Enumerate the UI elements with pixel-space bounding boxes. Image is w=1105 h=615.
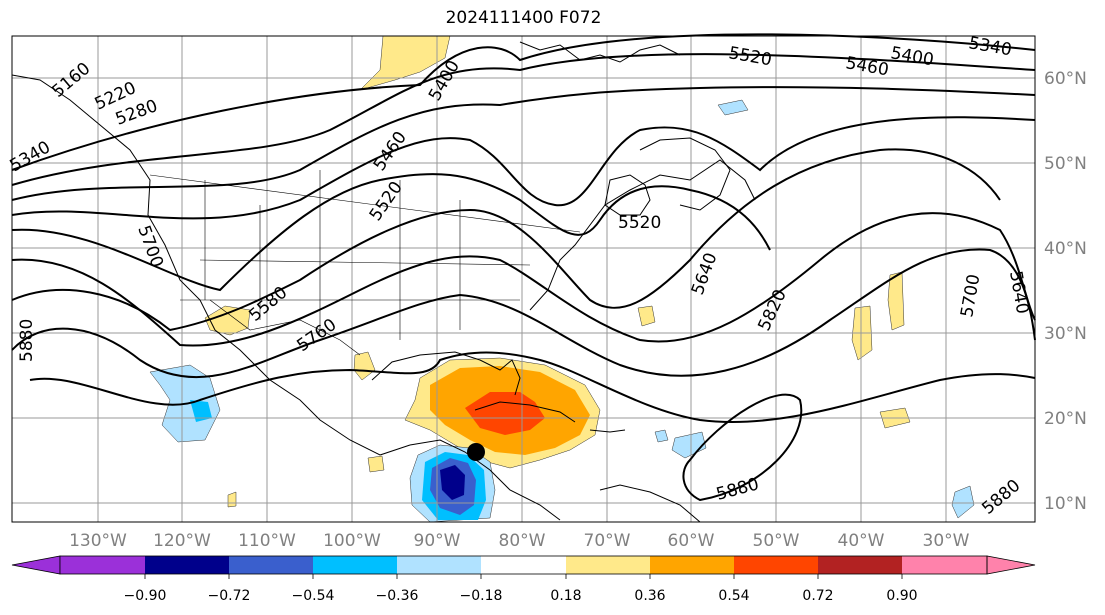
colorbar-tick-label: 0.18 [550, 588, 581, 604]
height-contours [11, 33, 1036, 502]
colorbar-tick-label: −0.90 [124, 588, 167, 604]
colorbar-cell [734, 556, 818, 574]
lon-label: 80°W [499, 531, 546, 551]
lon-label: 30°W [923, 531, 970, 551]
lon-label: 120°W [153, 531, 211, 551]
lon-label: 50°W [753, 531, 800, 551]
lon-label: 130°W [69, 531, 127, 551]
map-frame [11, 35, 1036, 523]
colorbar-tick-label: −0.72 [208, 588, 251, 604]
colorbar-tick-label: −0.18 [460, 588, 503, 604]
lon-label: 70°W [584, 531, 631, 551]
lon-label: 110°W [238, 531, 296, 551]
lat-label: 20°N [1044, 409, 1087, 429]
colorbar-cell [566, 556, 650, 574]
colorbar-cell [650, 556, 734, 574]
colorbar-cell [397, 556, 481, 574]
colorbar-extend-left [11, 555, 61, 575]
lat-label: 40°N [1044, 239, 1087, 259]
lon-label: 90°W [414, 531, 461, 551]
lat-label: 50°N [1044, 154, 1087, 174]
colorbar-tick-label: 0.36 [634, 588, 665, 604]
lon-label: 60°W [668, 531, 715, 551]
colorbar-tick-label: −0.36 [376, 588, 419, 604]
colorbar-cell [60, 556, 145, 574]
colorbar-cell [818, 556, 902, 574]
graticule [12, 36, 1035, 522]
colorbar-extend-right [986, 555, 1036, 575]
colorbar-ticks [144, 574, 903, 579]
colorbar-tick-label: 0.72 [802, 588, 833, 604]
lon-label: 40°W [838, 531, 885, 551]
lon-label: 100°W [323, 531, 381, 551]
storm-center-marker [467, 443, 485, 461]
colorbar-cell [902, 556, 987, 574]
colorbar: −0.90 −0.72 −0.54 −0.36 −0.18 0.18 0.36 … [11, 555, 1036, 604]
colorbar-cell [145, 556, 229, 574]
colorbar-tick-label: 0.54 [718, 588, 749, 604]
colorbar-cell [481, 556, 566, 574]
anomaly-shading [149, 35, 975, 523]
map-title: 2024111400 F072 [445, 8, 602, 28]
lat-label: 30°N [1044, 324, 1087, 344]
contour-label: 5520 [618, 213, 661, 233]
colorbar-cell [313, 556, 397, 574]
latitude-labels: 60°N 50°N 40°N 30°N 20°N 10°N [1044, 69, 1087, 514]
longitude-labels: 130°W 120°W 110°W 100°W 90°W 80°W 70°W 6… [69, 531, 970, 551]
lat-label: 60°N [1044, 69, 1087, 89]
contour-label: 5880 [17, 319, 37, 362]
colorbar-tick-label: 0.90 [886, 588, 917, 604]
colorbar-tick-label: −0.54 [292, 588, 335, 604]
colorbar-cell [229, 556, 313, 574]
lat-label: 10°N [1044, 494, 1087, 514]
